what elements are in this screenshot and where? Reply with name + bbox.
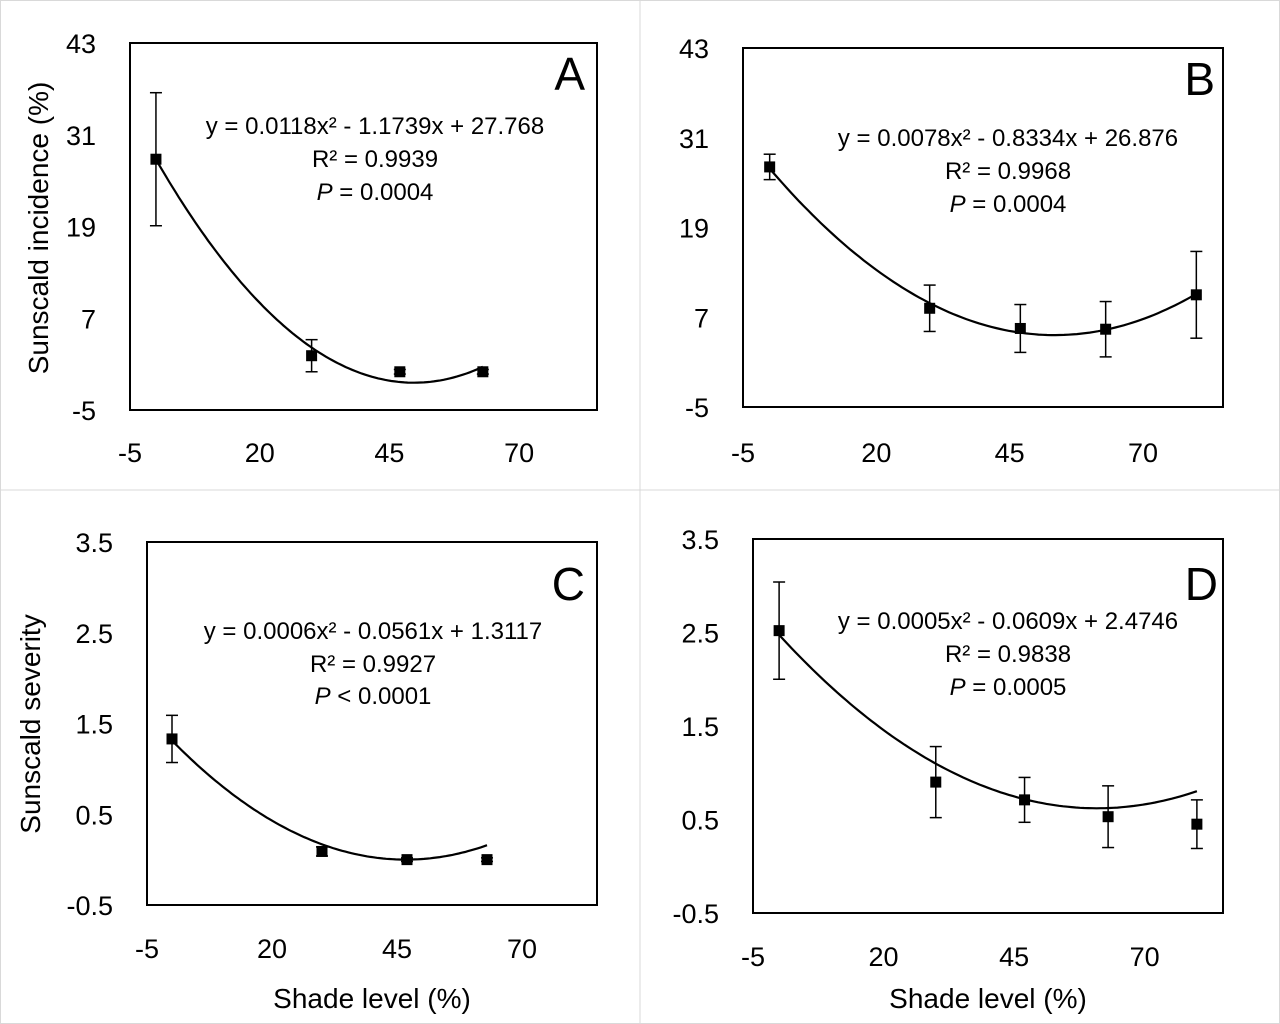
x-tick-label: 45 — [999, 942, 1029, 972]
panel-a: 43 31 19 7 -5 -5 20 45 70 y = 0.0118x² - 1.1739x … — [23, 29, 598, 468]
p-label: P — [317, 179, 333, 206]
x-axis-label: Shade level (%) — [889, 983, 1087, 1014]
data-point — [1019, 794, 1031, 806]
p-value: P < 0.0001 — [315, 683, 432, 710]
p-value-text: = 0.0005 — [966, 674, 1067, 701]
r-squared: R² = 0.9939 — [312, 146, 438, 173]
panel-b: 43 31 19 7 -5 -5 20 45 70 y = 0.0078x² - 0.8334x … — [679, 34, 1224, 468]
y-tick-label: 2.5 — [681, 619, 719, 649]
y-tick-label: 3.5 — [75, 528, 113, 558]
y-tick-label: 0.5 — [75, 800, 113, 830]
data-point — [1100, 323, 1112, 335]
x-tick-label: 20 — [245, 438, 275, 468]
r-squared: R² = 0.9968 — [945, 158, 1071, 185]
p-value: P = 0.0004 — [317, 179, 434, 206]
y-tick-label: 43 — [679, 34, 709, 64]
plot-area — [752, 538, 1224, 914]
y-tick-label: 31 — [66, 121, 96, 151]
x-tick-label: -5 — [741, 942, 765, 972]
x-tick-label: 45 — [374, 438, 404, 468]
y-tick-label: 3.5 — [681, 525, 719, 555]
x-tick-label: -5 — [118, 438, 142, 468]
r-squared: R² = 0.9927 — [310, 651, 436, 678]
x-tick-label: 70 — [1130, 942, 1160, 972]
y-tick-label: 19 — [66, 213, 96, 243]
data-point — [924, 302, 936, 314]
p-value-text: < 0.0001 — [331, 683, 432, 710]
fit-curve — [154, 158, 484, 384]
y-tick-label: 31 — [679, 124, 709, 154]
x-tick-label: -5 — [731, 438, 755, 468]
p-label: P — [950, 674, 966, 701]
p-value: P = 0.0004 — [950, 191, 1067, 218]
fit-equation: y = 0.0006x² - 0.0561x + 1.3117 — [204, 618, 542, 645]
fit-curve — [768, 167, 1197, 337]
data-point — [477, 366, 489, 378]
x-tick-label: -5 — [135, 934, 159, 964]
plot-area — [129, 42, 598, 411]
x-tick-label: 20 — [869, 942, 899, 972]
fit-equation: y = 0.0078x² - 0.8334x + 26.876 — [838, 125, 1178, 152]
p-value: P = 0.0005 — [950, 674, 1067, 701]
y-tick-label: 19 — [679, 214, 709, 244]
p-label: P — [950, 191, 966, 218]
r-squared: R² = 0.9838 — [945, 641, 1071, 668]
y-tick-label: -0.5 — [66, 891, 113, 921]
data-point — [764, 161, 776, 173]
fit-equation: y = 0.0005x² - 0.0609x + 2.4746 — [838, 608, 1178, 635]
fit-equation: y = 0.0118x² - 1.1739x + 27.768 — [206, 113, 544, 140]
x-tick-label: 20 — [861, 438, 891, 468]
p-value-text: = 0.0004 — [333, 179, 434, 206]
data-point — [1102, 811, 1114, 823]
data-point — [166, 733, 178, 745]
x-tick-label: 70 — [507, 934, 537, 964]
data-point — [150, 153, 162, 165]
fit-curve — [778, 634, 1198, 810]
data-point — [316, 845, 328, 857]
data-point — [1191, 818, 1203, 830]
panel-letter: D — [1185, 558, 1218, 610]
panel-d: 3.5 2.5 1.5 0.5 -0.5 -5 20 45 70 y = 0.0005x² - 0… — [672, 525, 1224, 1014]
y-tick-label: -5 — [72, 396, 96, 426]
fit-curve — [171, 739, 488, 861]
x-tick-label: 70 — [504, 438, 534, 468]
data-point — [1014, 322, 1026, 334]
y-tick-label: -5 — [685, 393, 709, 423]
p-label: P — [315, 683, 331, 710]
y-axis-label: Sunscald incidence (%) — [23, 82, 54, 375]
y-tick-label: -0.5 — [672, 899, 719, 929]
x-tick-label: 45 — [382, 934, 412, 964]
y-tick-label: 0.5 — [681, 806, 719, 836]
data-point — [401, 854, 413, 866]
y-tick-label: 7 — [694, 303, 709, 333]
data-point — [481, 854, 493, 866]
y-axis-label: Sunscald severity — [15, 614, 46, 833]
x-tick-label: 20 — [257, 934, 287, 964]
data-point — [773, 625, 785, 637]
data-point — [306, 350, 318, 362]
data-point — [930, 776, 942, 788]
x-tick-label: 45 — [995, 438, 1025, 468]
data-point — [1190, 289, 1202, 301]
y-tick-label: 2.5 — [75, 619, 113, 649]
p-value-text: = 0.0004 — [966, 191, 1067, 218]
x-axis-label: Shade level (%) — [273, 983, 471, 1014]
y-tick-label: 1.5 — [681, 712, 719, 742]
panel-c: 3.5 2.5 1.5 0.5 -0.5 -5 20 45 70 y = 0.0006x² - 0… — [15, 528, 598, 1014]
plot-area — [146, 541, 598, 906]
y-tick-label: 7 — [81, 304, 96, 334]
y-tick-label: 43 — [66, 29, 96, 59]
y-tick-label: 1.5 — [75, 710, 113, 740]
x-tick-label: 70 — [1128, 438, 1158, 468]
panel-letter: C — [552, 558, 585, 610]
panel-letter: B — [1184, 53, 1215, 105]
data-point — [394, 366, 406, 378]
plot-area — [742, 47, 1224, 408]
panel-letter: A — [554, 48, 585, 100]
